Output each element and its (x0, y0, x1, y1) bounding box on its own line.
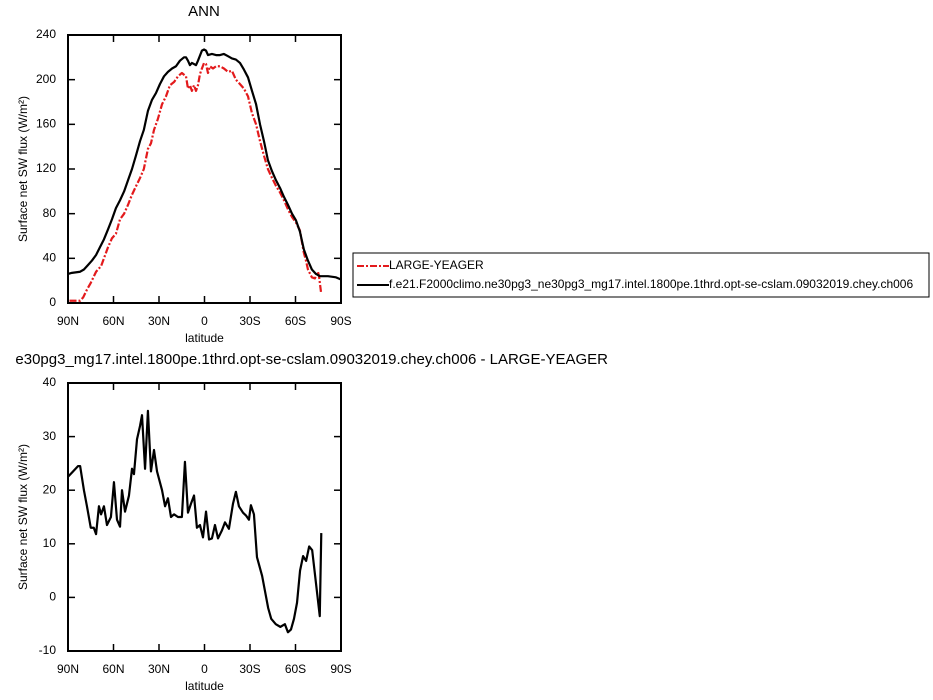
chart-title: ANN (188, 3, 220, 20)
x-tick-label: 30S (239, 314, 260, 328)
x-tick-label: 60N (102, 662, 124, 676)
x-tick-label: 30N (148, 314, 170, 328)
plot-frame (67, 34, 342, 304)
x-tick-label: 90N (57, 662, 79, 676)
legend-box (352, 252, 930, 298)
chart-title: e30pg3_mg17.intel.1800pe.1thrd.opt-se-cs… (15, 351, 608, 368)
x-tick-label: 60N (102, 314, 124, 328)
x-tick-label: 90S (330, 662, 351, 676)
data-line (69, 61, 323, 302)
x-tick-label: 90S (330, 314, 351, 328)
y-tick-label: 20 (43, 482, 57, 496)
y-axis-label: Surface net SW flux (W/m²) (16, 96, 30, 242)
y-tick-label: 240 (36, 27, 56, 41)
data-line (67, 48, 342, 281)
x-tick-label: 60S (285, 314, 306, 328)
y-tick-label: -10 (39, 643, 57, 657)
x-tick-label: 90N (57, 314, 79, 328)
y-tick-label: 30 (43, 429, 57, 443)
x-axis-label: latitude (185, 331, 224, 345)
y-tick-label: 0 (49, 295, 56, 309)
legend-label: f.e21.F2000climo.ne30pg3_ne30pg3_mg17.in… (389, 277, 913, 291)
y-tick-label: 200 (36, 72, 56, 86)
y-tick-label: 40 (43, 251, 57, 265)
y-axis-label: Surface net SW flux (W/m²) (16, 444, 30, 590)
y-tick-label: 0 (49, 590, 56, 604)
x-tick-label: 0 (201, 314, 208, 328)
y-tick-label: 120 (36, 161, 56, 175)
x-tick-label: 30S (239, 662, 260, 676)
x-tick-label: 60S (285, 662, 306, 676)
y-tick-label: 80 (43, 206, 57, 220)
y-tick-label: 40 (43, 375, 57, 389)
y-tick-label: 160 (36, 117, 56, 131)
x-tick-label: 0 (201, 662, 208, 676)
legend-label: LARGE-YEAGER (389, 258, 484, 272)
data-line (67, 409, 323, 634)
y-tick-label: 10 (43, 536, 57, 550)
x-axis-label: latitude (185, 679, 224, 693)
x-tick-label: 30N (148, 662, 170, 676)
